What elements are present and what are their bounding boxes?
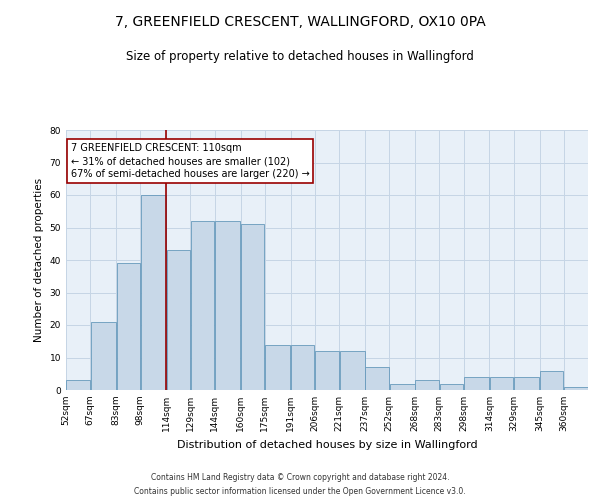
Bar (215, 221, 240, 390)
Bar (540, 370, 563, 390)
Bar (67, 380, 90, 390)
Text: 7 GREENFIELD CRESCENT: 110sqm
← 31% of detached houses are smaller (102)
67% of : 7 GREENFIELD CRESCENT: 110sqm ← 31% of d… (71, 143, 310, 180)
Bar (265, 344, 290, 390)
Bar (167, 250, 190, 390)
Bar (191, 221, 214, 390)
Text: Size of property relative to detached houses in Wallingford: Size of property relative to detached ho… (126, 50, 474, 63)
Text: Contains HM Land Registry data © Crown copyright and database right 2024.: Contains HM Land Registry data © Crown c… (151, 472, 449, 482)
Bar (389, 384, 415, 390)
Bar (291, 344, 314, 390)
Text: 7, GREENFIELD CRESCENT, WALLINGFORD, OX10 0PA: 7, GREENFIELD CRESCENT, WALLINGFORD, OX1… (115, 15, 485, 29)
Bar (415, 380, 439, 390)
Bar (440, 384, 463, 390)
Bar (315, 351, 339, 390)
Bar (340, 351, 365, 390)
Y-axis label: Number of detached properties: Number of detached properties (34, 178, 44, 342)
Bar (91, 322, 116, 390)
Bar (141, 195, 166, 390)
Bar (365, 367, 389, 390)
Bar (514, 377, 539, 390)
X-axis label: Distribution of detached houses by size in Wallingford: Distribution of detached houses by size … (176, 440, 478, 450)
Bar (564, 387, 587, 390)
Bar (241, 224, 265, 390)
Text: Contains public sector information licensed under the Open Government Licence v3: Contains public sector information licen… (134, 488, 466, 496)
Bar (464, 377, 489, 390)
Bar (116, 263, 140, 390)
Bar (490, 377, 513, 390)
